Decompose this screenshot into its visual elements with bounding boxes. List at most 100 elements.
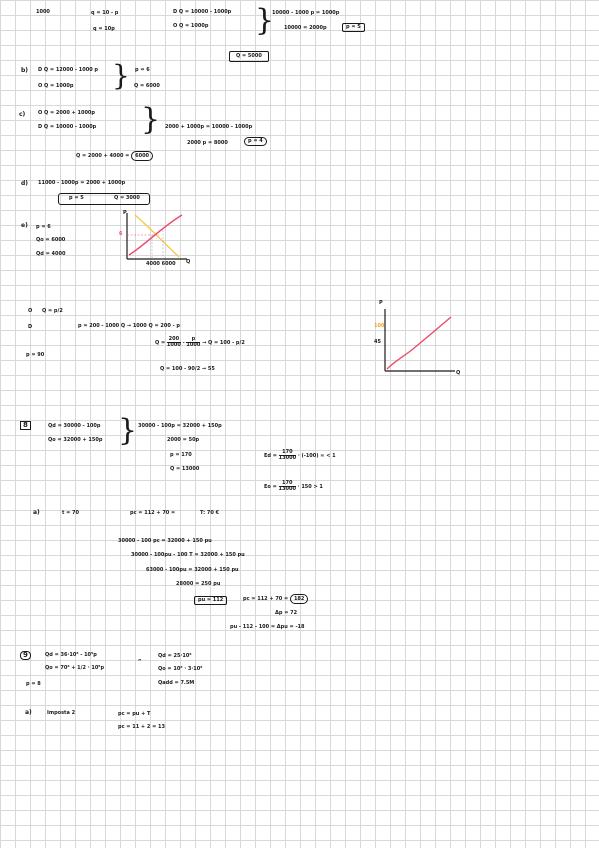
graph-e-ticks: 4000 6000 xyxy=(146,261,176,267)
f-frac-2: p 1000 xyxy=(186,337,201,348)
price-result: p = 5 xyxy=(342,23,365,32)
s8-ed-rest: · (-100) ≈ < 1 xyxy=(296,453,336,459)
s8-ed-num: 170 xyxy=(278,450,297,456)
f-frac-1: 200 1000 xyxy=(166,336,181,348)
a9-tax: Imposta 2 xyxy=(47,710,76,716)
d-result-box: p = 5 Q = 3000 xyxy=(58,193,150,205)
f-frac-2-num: p xyxy=(186,337,201,343)
s8-ed-label: Ed = xyxy=(264,453,279,459)
s8-eo-den: 13000 xyxy=(278,486,296,492)
b-supply: O Q = 1000p xyxy=(38,83,74,89)
graph-e xyxy=(126,213,187,260)
f-frac-1-num: 200 xyxy=(166,336,181,343)
label-b: b) xyxy=(21,67,29,74)
f-minus: - xyxy=(180,340,187,346)
a9-line-1: pc = pu + T xyxy=(118,711,151,717)
f-supply-label: O xyxy=(28,308,33,314)
c-demand: D Q = 10000 - 1000p xyxy=(38,124,97,130)
a8-pc-formula: pc = 112 + 70 = xyxy=(130,510,176,516)
s9-result-1: Qd = 25·10⁶ xyxy=(158,653,192,659)
graph-f-q-label: Q xyxy=(456,370,461,376)
s8-eo-label: Eo = xyxy=(264,484,279,490)
f-supply-eq: Q = p/2 xyxy=(42,308,63,314)
s8-elasticity-o: Eo = 170 13000 · 150 > 1 xyxy=(264,481,323,492)
a8-pu-result: pu = 112 xyxy=(194,596,228,605)
f-line-2: Q = 200 1000 - p 1000 → Q = 100 - p/2 xyxy=(155,337,245,348)
c-quantity: Q = 2000 + 4000 = 6000 xyxy=(76,151,154,161)
d-quantity: Q = 3000 xyxy=(114,195,140,201)
f-line-3: Q = 100 - 90/2 → 55 xyxy=(160,366,215,372)
a8-pc-box: 182 xyxy=(289,594,309,604)
c-quantity-text: Q = 2000 + 4000 = xyxy=(76,153,132,159)
a8-delta-pu: pu - 112 - 100 = Δpu = -18 xyxy=(230,624,305,630)
s8-eo-num: 170 xyxy=(278,481,296,487)
graph-f-line xyxy=(386,316,452,370)
a8-line-2: 30000 - 100pu - 100 T = 32000 + 150 pu xyxy=(131,552,245,558)
label-e: e) xyxy=(21,222,28,229)
demand-curve xyxy=(134,214,180,258)
f-line-2-b: → Q = 100 - p/2 xyxy=(200,340,245,346)
a8-line-1: 30000 - 100 pc = 32000 + 150 pu xyxy=(118,538,212,544)
s8-demand: Qd = 30000 - 100p xyxy=(48,423,101,429)
a8-pc-text: pc = 112 + 70 = xyxy=(243,596,290,602)
f-price: p = 90 xyxy=(26,352,45,358)
demand-eq: D Q = 10000 - 1000p xyxy=(173,9,232,15)
f-line-1: p = 200 - 1000 Q → 1000 Q = 200 - p xyxy=(78,323,180,329)
s8-ed-frac: 170 13000 xyxy=(278,450,297,461)
e-supply-qty: Qo = 6000 xyxy=(36,237,66,243)
f-frac-1-den: 1000 xyxy=(166,342,181,348)
s8-eo-frac: 170 13000 xyxy=(278,481,296,492)
graph-e-q-label: Q xyxy=(186,259,191,265)
e-demand-qty: Qd = 4000 xyxy=(36,251,66,257)
graph-e-p-label: P xyxy=(123,210,127,216)
s9-result-2: Qo = 10⁶ · 3·10⁶ xyxy=(158,666,203,672)
graph-f-tick-1: 100 xyxy=(374,323,385,329)
s9-mark: ” xyxy=(138,659,142,665)
equation-1: 10000 - 1000 p = 1000p xyxy=(272,10,340,16)
a8-pc-result: pc = 112 + 70 = 182 xyxy=(243,594,309,604)
s8-eo-rest: · 150 > 1 xyxy=(295,484,323,490)
supply-eq: O Q = 1000p xyxy=(173,23,209,29)
s9-supply: Qo = 70⁶ + 1/2 · 10⁵p xyxy=(45,665,105,671)
supply-curve xyxy=(128,214,183,256)
s9-demand: Qd = 36·10⁶ - 10⁵p xyxy=(45,652,97,658)
label-a9: a) xyxy=(25,709,32,716)
a8-tax: t = 70 xyxy=(62,510,80,516)
s8-price: p = 170 xyxy=(170,452,192,458)
s8-equation-2: 2000 = 50p xyxy=(167,437,200,443)
exercise-9-number: 9 xyxy=(20,651,31,660)
f-frac-2-den: 1000 xyxy=(186,342,201,348)
brace-top: } xyxy=(255,3,275,38)
s8-ed-den: 13000 xyxy=(278,455,297,461)
b-demand: D Q = 12000 - 1000 p xyxy=(38,67,98,73)
a8-delta-p: Δp = 72 xyxy=(275,610,298,616)
e-price: p = 6 xyxy=(36,224,51,230)
c-price-result: p = 4 xyxy=(244,137,267,146)
s9-result-3: Qadd = 7.5M xyxy=(158,680,195,686)
a9-line-2: pc = 11 + 2 = 13 xyxy=(118,724,165,730)
graph-f-p-label: P xyxy=(379,300,383,306)
graph-f-tick-2: 45 xyxy=(374,339,381,345)
label-d: d) xyxy=(21,180,29,187)
equation-2: 10000 = 2000p xyxy=(284,25,327,31)
b-quantity: Q = 6000 xyxy=(134,83,160,89)
a8-line-4: 28000 = 250 pu xyxy=(176,581,221,587)
s8-equation-1: 30000 - 100p = 32000 + 150p xyxy=(138,423,222,429)
brace-c: } xyxy=(141,102,161,137)
demand-unit: q = 10 - p xyxy=(91,10,119,16)
label-c: c) xyxy=(19,111,26,118)
a8-line-3: 63000 - 100pu = 32000 + 150 pu xyxy=(146,567,239,573)
d-equation: 11000 - 1000p = 2000 + 1000p xyxy=(38,180,126,186)
note-1000: 1000 xyxy=(36,9,50,15)
s8-quantity: Q = 13000 xyxy=(170,466,200,472)
c-quantity-box: 6000 xyxy=(131,151,154,161)
a8-note: T: 70 € xyxy=(200,510,220,516)
graph-e-mark: 6 xyxy=(119,231,123,237)
b-price: p = 6 xyxy=(135,67,150,73)
d-price: p = 5 xyxy=(69,195,84,201)
brace-b: } xyxy=(112,59,130,92)
label-a8: a) xyxy=(33,509,40,516)
exercise-8-number: 8 xyxy=(20,421,31,430)
f-line-2-a: Q = xyxy=(155,340,167,346)
quantity-result: Q = 5000 xyxy=(229,51,269,62)
